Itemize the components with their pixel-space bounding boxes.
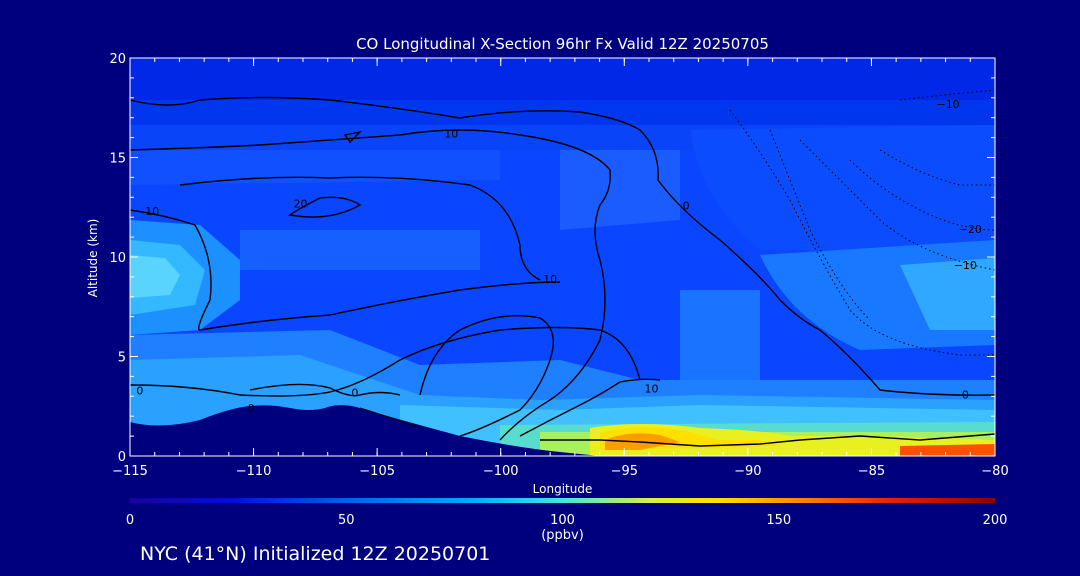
concentration-field bbox=[130, 58, 995, 456]
contour-label: 0 bbox=[248, 402, 255, 415]
colorbar-tick-label: 50 bbox=[338, 513, 355, 528]
contour-label-layer: 10 10 20 10 10 0 0 0 0 −10 −20 −10 0 bbox=[136, 98, 982, 415]
contour-label: 0 bbox=[136, 384, 143, 397]
x-tick-label: −90 bbox=[734, 464, 761, 479]
y-axis-label: Altitude (km) bbox=[86, 218, 100, 298]
colorbar-tick-label: 200 bbox=[983, 513, 1008, 528]
x-tick-label: −105 bbox=[359, 464, 395, 479]
y-tick-label: 15 bbox=[109, 152, 126, 167]
init-footer: NYC (41°N) Initialized 12Z 20250701 bbox=[140, 543, 491, 565]
terrain-mask bbox=[130, 405, 600, 456]
contour-label: 10 bbox=[145, 205, 159, 218]
contour-label: 0 bbox=[683, 199, 690, 212]
contour-label: 0 bbox=[351, 386, 358, 399]
chart-title: CO Longitudinal X-Section 96hr Fx Valid … bbox=[356, 35, 769, 53]
contour-label: 0 bbox=[962, 388, 969, 401]
colorbar bbox=[130, 498, 995, 503]
contour-lines bbox=[130, 96, 995, 447]
contour-label: 20 bbox=[294, 197, 308, 210]
y-tick-label: 5 bbox=[118, 351, 126, 366]
x-tick-label: −100 bbox=[483, 464, 519, 479]
colorbar-tick-label: 150 bbox=[766, 513, 791, 528]
colorbar-tick-label: 0 bbox=[126, 513, 134, 528]
y-axis: 0 5 10 15 20 bbox=[109, 52, 995, 465]
x-axis-label: Longitude bbox=[532, 482, 593, 496]
x-tick-label: −110 bbox=[236, 464, 272, 479]
x-axis: −115 −110 −105 −100 −95 −90 −85 −80 bbox=[112, 58, 1009, 479]
y-tick-label: 0 bbox=[118, 450, 126, 465]
colorbar-ticks: 0 50 100 150 200 bbox=[126, 513, 1008, 528]
contour-label: 10 bbox=[543, 273, 557, 286]
x-tick-label: −85 bbox=[858, 464, 885, 479]
x-tick-label: −115 bbox=[112, 464, 148, 479]
x-tick-label: −95 bbox=[611, 464, 638, 479]
x-tick-label: −80 bbox=[981, 464, 1008, 479]
contour-label: −10 bbox=[954, 259, 977, 272]
contour-label: 10 bbox=[444, 128, 458, 141]
y-tick-label: 20 bbox=[109, 52, 126, 67]
y-tick-label: 10 bbox=[109, 251, 126, 266]
colorbar-tick-label: 100 bbox=[550, 513, 575, 528]
contour-label: −20 bbox=[959, 223, 982, 236]
colorbar-units: (ppbv) bbox=[541, 528, 584, 543]
contour-label: −10 bbox=[936, 98, 959, 111]
negative-contours bbox=[729, 89, 995, 356]
contour-label: 10 bbox=[644, 382, 658, 395]
